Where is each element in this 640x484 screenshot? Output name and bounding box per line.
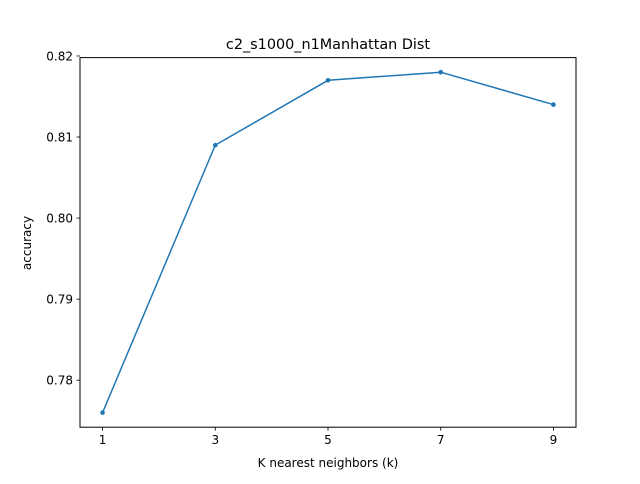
plot-area: 1 3 5 7 9 0.78 0.79 0.80 0.81 0.82 <box>46 49 557 447</box>
data-point <box>325 77 331 83</box>
chart-title: c2_s1000_n1Manhattan Dist <box>226 37 431 53</box>
plot-frame <box>79 57 577 428</box>
y-tick-label: 0.81 <box>46 130 73 144</box>
x-axis-label: K nearest neighbors (k) <box>258 456 399 470</box>
x-tick-label: 1 <box>99 433 107 447</box>
y-tick-label: 0.78 <box>46 373 73 387</box>
data-point <box>100 410 105 415</box>
data-point <box>212 142 218 148</box>
y-tick-label: 0.82 <box>46 49 73 63</box>
x-tick-label: 7 <box>437 433 445 447</box>
x-tick-label: 5 <box>324 433 332 447</box>
y-axis-label: accuracy <box>20 216 34 270</box>
y-tick-label: 0.79 <box>46 292 73 306</box>
data-point <box>551 102 556 107</box>
x-tick-label: 9 <box>550 433 558 447</box>
data-point <box>438 69 444 75</box>
y-tick-label: 0.80 <box>46 211 73 225</box>
x-tick-label: 3 <box>211 433 219 447</box>
